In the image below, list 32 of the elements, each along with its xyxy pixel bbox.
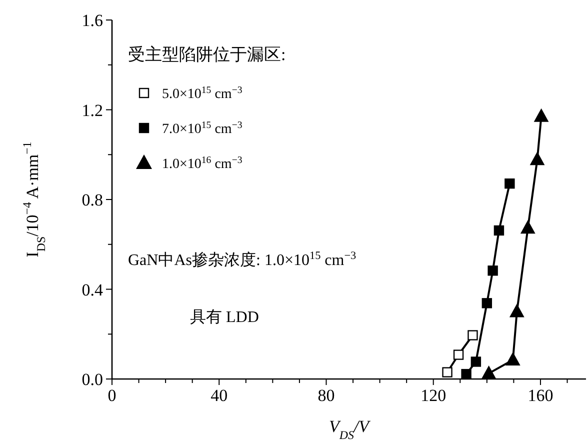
point	[468, 330, 478, 340]
point	[488, 266, 498, 276]
point	[461, 368, 472, 380]
point	[534, 108, 548, 122]
y-tick-label: 0.8	[82, 190, 103, 210]
legend-label: 5.0×10$^{15}$ cm$^{−3}$	[162, 84, 242, 102]
point	[504, 178, 515, 189]
point	[482, 366, 496, 379]
point	[482, 298, 492, 308]
annotation: GaN中As掺杂浓度: 1.0×10$^{15}$ cm$^{−3}$	[128, 250, 357, 269]
x-tick-label: 160	[528, 386, 554, 405]
point	[442, 367, 452, 378]
y-tick-label: 0.0	[82, 370, 103, 389]
x-tick-label: 120	[420, 386, 446, 405]
point	[510, 304, 524, 318]
point	[453, 350, 464, 360]
legend-label: 1.0×10$^{16}$ cm$^{−3}$	[162, 154, 242, 172]
legend-title: 受主型陷阱位于漏区:	[128, 45, 286, 64]
y-tick-label: 1.2	[82, 100, 103, 120]
y-tick-label: 1.6	[82, 11, 103, 30]
legend-label: 7.0×10$^{15}$ cm$^{−3}$	[162, 120, 242, 137]
point	[520, 220, 535, 234]
x-tick-label: 40	[210, 386, 228, 405]
y-tick-label: 0.4	[82, 280, 104, 300]
point	[506, 352, 520, 366]
point	[494, 225, 504, 236]
point	[530, 152, 544, 166]
annotation: 具有 LDD	[190, 309, 259, 326]
x-axis-title: V$_{DS}$/V	[328, 417, 372, 441]
x-tick-label: 0	[108, 386, 116, 405]
x-tick-label: 80	[318, 386, 335, 405]
point	[470, 356, 482, 367]
